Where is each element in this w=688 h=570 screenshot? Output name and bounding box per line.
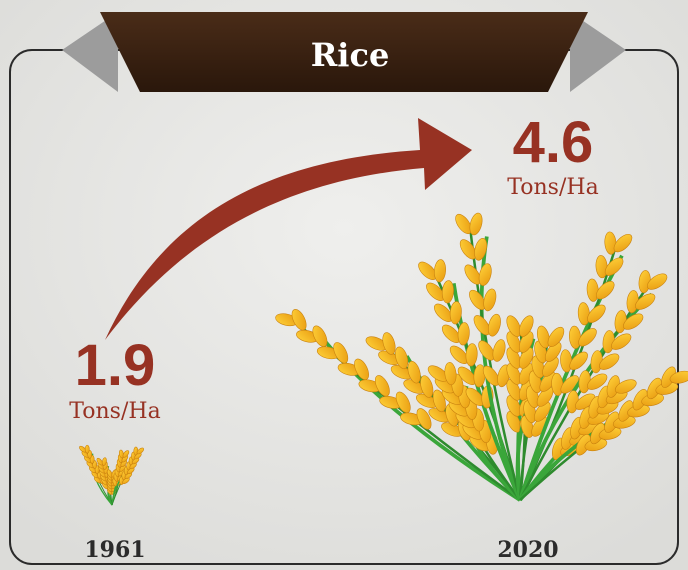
grain [101, 457, 107, 466]
banner [100, 12, 588, 92]
grain [599, 353, 620, 370]
grain [487, 313, 501, 337]
grain [578, 328, 597, 347]
grain [374, 375, 390, 397]
title: Rice [311, 36, 390, 74]
grain [534, 401, 551, 422]
banner-fold-right [570, 12, 626, 92]
unit: Tons/Ha [507, 175, 598, 200]
grain [407, 360, 421, 384]
grain [647, 273, 668, 290]
grain [354, 358, 369, 380]
grain [395, 346, 409, 370]
grain [469, 212, 483, 236]
grain [518, 315, 534, 337]
grain [457, 322, 470, 346]
value: 1.9 [75, 333, 156, 398]
stalk [468, 223, 522, 501]
grain [482, 365, 500, 386]
grain [416, 408, 432, 430]
grain [536, 325, 550, 349]
grain [469, 289, 486, 310]
unit: Tons/Ha [69, 399, 160, 424]
grain [395, 391, 411, 414]
grain [84, 444, 90, 454]
grain [464, 264, 481, 285]
grain [449, 301, 462, 325]
grain [420, 375, 434, 398]
grain [569, 351, 588, 370]
grain [604, 257, 624, 276]
grain [595, 281, 615, 300]
grain [611, 333, 632, 350]
grain [506, 315, 522, 337]
grain [478, 340, 495, 361]
grain [473, 315, 491, 336]
grain [444, 362, 457, 386]
grain [312, 325, 328, 347]
grain [291, 309, 307, 331]
grain [669, 370, 688, 384]
grain [459, 239, 477, 260]
grain [614, 379, 637, 394]
grain [478, 263, 492, 286]
grain [434, 259, 446, 283]
grain [536, 386, 554, 407]
grain [106, 469, 113, 478]
grain [547, 326, 565, 348]
banner-fold-left [62, 12, 118, 92]
grain [483, 288, 497, 312]
rice-plant-large [275, 212, 688, 502]
year: 2020 [497, 537, 558, 563]
rice-plant-small [79, 444, 145, 506]
year: 1961 [84, 537, 145, 563]
grain [382, 332, 396, 355]
grain [492, 339, 506, 362]
grain [474, 238, 488, 261]
grain [122, 450, 130, 458]
grain [441, 280, 454, 304]
grain [635, 293, 656, 310]
grain [542, 356, 559, 377]
grain [575, 393, 596, 410]
grain [613, 233, 633, 253]
growth-arrow [105, 118, 472, 340]
grain [432, 389, 446, 413]
grain [465, 343, 478, 367]
grain [587, 304, 606, 323]
grain [623, 313, 644, 330]
grain [544, 341, 562, 362]
grain [455, 213, 472, 235]
grain [587, 373, 608, 390]
grain [136, 447, 145, 455]
value: 4.6 [513, 110, 594, 175]
grain [333, 342, 349, 364]
